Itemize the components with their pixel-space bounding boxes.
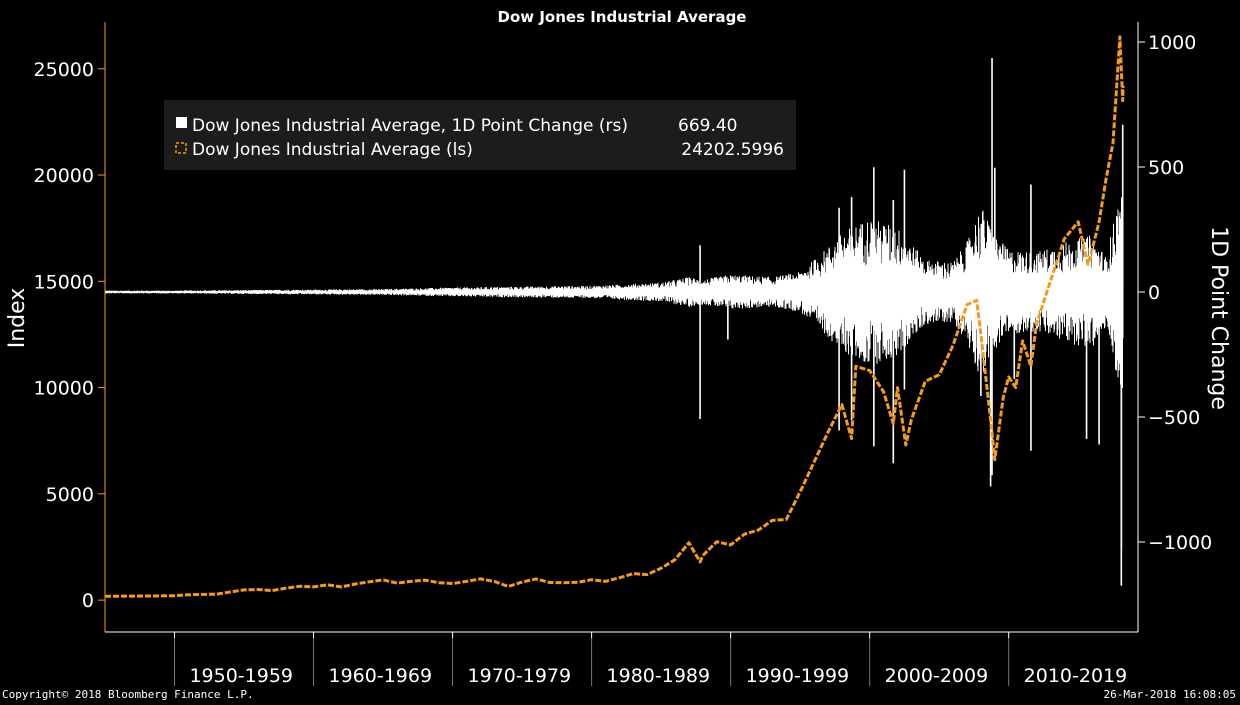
left-tick-label: 15000 [34,271,94,293]
left-tick-label: 25000 [34,59,94,81]
x-tick-label: 1990-1999 [746,665,850,687]
x-tick-label: 2010-2019 [1024,665,1128,687]
legend-value-index: 24202.5996 [681,140,784,160]
x-axis-ticks: 1950-1959 1960-1969 1970-1979 1980-1989 1990… [174,632,1128,687]
x-tick-label: 1960-1969 [328,665,432,687]
right-tick-label: 0 [1148,282,1160,304]
decade-separators [174,637,1010,686]
x-tick-label: 1950-1959 [189,665,293,687]
right-tick-label: −500 [1148,407,1200,429]
legend: Dow Jones Industrial Average, 1D Point C… [164,100,796,170]
x-tick-label: 2000-2009 [885,665,989,687]
legend-label-point-change: Dow Jones Industrial Average, 1D Point C… [192,116,628,136]
right-axis-label: 1D Point Change [1206,226,1231,410]
x-tick-label: 1980-1989 [607,665,711,687]
copyright-text: Copyright© 2018 Bloomberg Finance L.P. [2,688,254,701]
index-line [104,35,1125,598]
left-tick-label: 20000 [34,165,94,187]
legend-swatch-index [175,142,187,154]
legend-box [164,100,796,170]
left-tick-label: 0 [82,590,94,612]
right-axis-ticks: −1000 −500 0 500 1000 [1138,32,1212,554]
legend-swatch-point-change [176,117,187,128]
right-tick-label: −1000 [1148,532,1212,554]
left-tick-label: 10000 [34,378,94,400]
legend-label-index: Dow Jones Industrial Average (ls) [192,140,473,160]
chart-title: Dow Jones Industrial Average [498,8,747,26]
index-series [104,35,1125,598]
right-tick-label: 500 [1148,157,1184,179]
legend-value-point-change: 669.40 [678,116,737,136]
right-tick-label: 1000 [1148,32,1196,54]
left-axis-label: Index [5,288,30,349]
left-axis-ticks: 0 5000 10000 15000 20000 25000 [34,59,105,612]
timestamp-text: 26-Mar-2018 16:08:05 [1103,688,1236,701]
left-tick-label: 5000 [46,484,94,506]
x-tick-label: 1970-1979 [468,665,572,687]
